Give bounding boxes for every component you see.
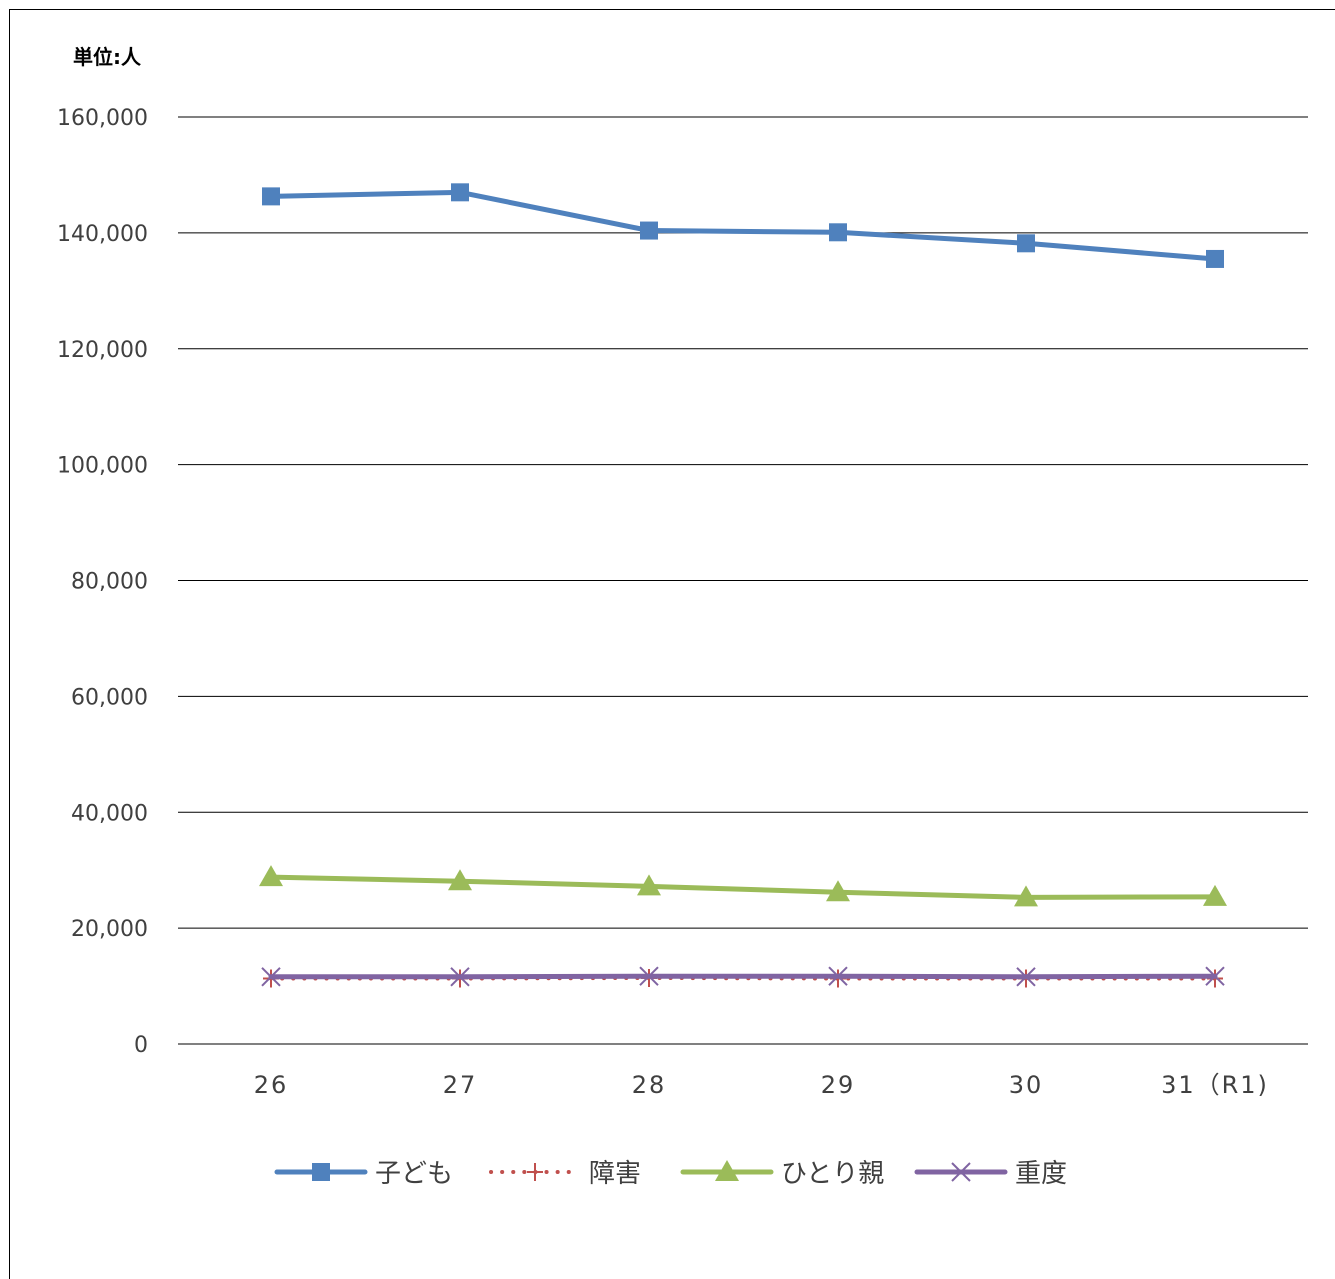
data-point	[1203, 884, 1227, 906]
y-tick-label: 160,000	[57, 106, 148, 131]
data-point	[261, 967, 281, 987]
data-point	[448, 869, 472, 891]
unit-label: 単位:人	[73, 45, 142, 69]
data-point	[826, 880, 850, 902]
data-point	[1014, 885, 1038, 907]
data-point	[262, 187, 280, 206]
chart-frame	[9, 9, 1335, 1279]
data-point	[527, 1163, 543, 1181]
series-line	[268, 973, 1218, 980]
data-point	[828, 966, 848, 986]
y-tick-label: 120,000	[57, 338, 148, 363]
series-2	[259, 865, 1227, 907]
series-line	[268, 189, 1218, 262]
legend-label: 重度	[1015, 1159, 1067, 1189]
data-point	[312, 1163, 330, 1181]
y-tick-label: 100,000	[57, 454, 148, 479]
legend-item: ひとり親	[680, 1159, 884, 1189]
x-tick-label: 26	[254, 1071, 289, 1099]
y-tick-label: 40,000	[71, 801, 148, 826]
legend-item: 子ども	[274, 1159, 453, 1189]
x-tick-label: 27	[443, 1071, 478, 1099]
data-point	[1206, 249, 1224, 268]
data-point	[637, 874, 661, 896]
y-axis-ticks: 0 20,000 40,000 60,000 80,000 100,000 120,000 1…	[57, 106, 148, 1058]
legend: 子ども 障害 ひとり親 重度	[274, 1159, 1067, 1189]
series-3	[261, 966, 1225, 987]
x-axis-ticks: 26 27 28 29 30 31（R1)	[254, 1071, 1269, 1099]
data-point	[259, 865, 283, 887]
series-line	[268, 874, 1218, 900]
y-tick-label: 80,000	[71, 570, 148, 595]
gridlines	[178, 116, 1308, 1045]
legend-label: ひとり親	[781, 1159, 884, 1189]
legend-item: 重度	[914, 1159, 1067, 1189]
x-tick-label: 28	[632, 1071, 667, 1099]
data-point	[715, 1160, 739, 1181]
data-point	[1017, 234, 1035, 253]
x-tick-label: 29	[821, 1071, 856, 1099]
series-0	[262, 183, 1224, 268]
y-tick-label: 60,000	[71, 685, 148, 710]
y-tick-label: 0	[134, 1033, 148, 1058]
legend-item: 障害	[489, 1159, 641, 1189]
data-point	[640, 221, 658, 240]
data-point	[829, 223, 847, 242]
series-lines	[259, 183, 1227, 988]
data-point	[1205, 966, 1225, 986]
x-tick-label: 30	[1009, 1071, 1044, 1099]
y-tick-label: 20,000	[71, 917, 148, 942]
data-point	[1016, 967, 1036, 987]
y-tick-label: 140,000	[57, 222, 148, 247]
data-point	[450, 967, 470, 987]
data-point	[951, 1162, 971, 1182]
data-point	[639, 966, 659, 986]
data-point	[451, 183, 469, 202]
legend-label: 子ども	[375, 1159, 453, 1189]
legend-label: 障害	[589, 1159, 641, 1189]
x-tick-label: 31（R1)	[1161, 1071, 1269, 1099]
